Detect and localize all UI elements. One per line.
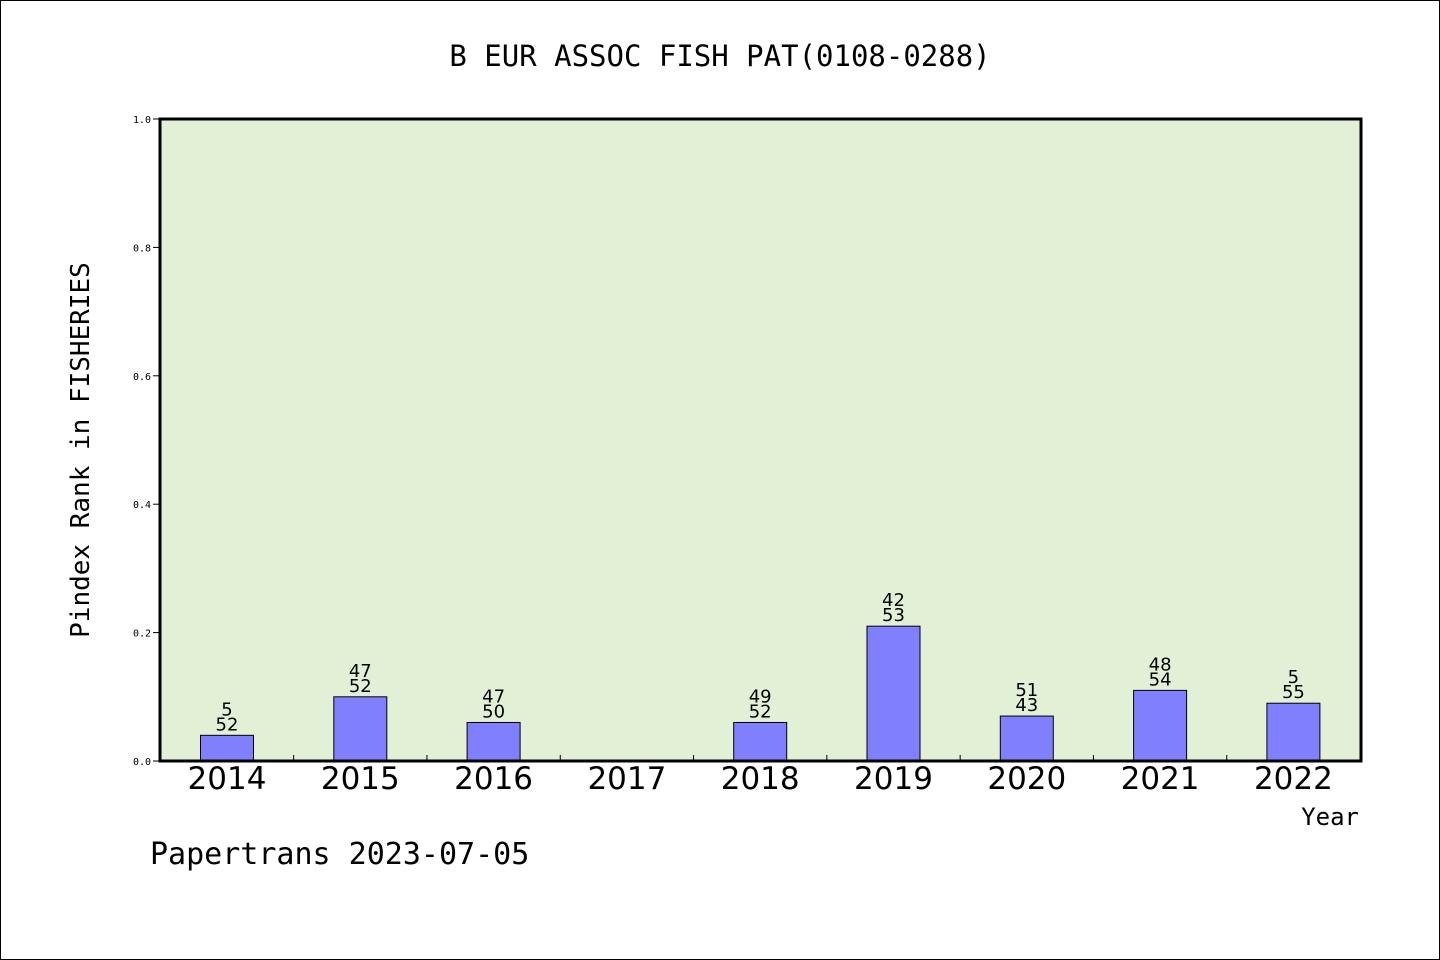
bar-2018	[733, 721, 788, 762]
y-tick-label: 0.0	[133, 757, 151, 768]
x-tick-label: 2019	[854, 761, 933, 797]
x-axis-label: Year	[1301, 803, 1359, 831]
bar-label-bottom: 53	[882, 605, 905, 626]
bar-label-top: 48	[1149, 654, 1172, 675]
footer-credit: Papertrans 2023-07-05	[150, 837, 529, 872]
bar-label-top: 47	[349, 661, 372, 682]
y-tick-label: 0.4	[133, 500, 151, 511]
bar-label-top: 47	[482, 686, 505, 707]
y-tick-label: 0.2	[133, 629, 151, 640]
x-tick-label: 2017	[587, 761, 666, 797]
bar-2016	[466, 721, 521, 762]
bar-label-bottom: 43	[1015, 695, 1038, 716]
bar-2014	[200, 734, 254, 762]
bar-label-bottom: 52	[349, 676, 372, 697]
x-tick-label: 2018	[721, 761, 800, 797]
x-tick-label: 2022	[1254, 761, 1333, 797]
bar-label-bottom: 55	[1282, 682, 1305, 703]
y-tick-label: 0.6	[133, 372, 151, 383]
bar-label-bottom: 52	[216, 714, 239, 735]
bar-2019	[866, 625, 921, 762]
y-axis: 0.0 0.2 0.4 0.6 0.8 1.0	[133, 115, 160, 768]
x-tick-label: 2015	[321, 761, 400, 797]
x-tick-label: 2016	[454, 761, 533, 797]
bar-2020	[999, 715, 1054, 762]
bar-2015	[333, 696, 388, 762]
y-axis-label: Pindex Rank in FISHERIES	[66, 262, 96, 638]
bar-label-top: 49	[749, 686, 772, 707]
bar-label-top: 5	[221, 699, 232, 720]
x-tick-label: 2021	[1121, 761, 1200, 797]
bar-2022	[1266, 702, 1321, 762]
bar-label-top: 42	[882, 590, 905, 611]
bar-label-bottom: 54	[1149, 669, 1172, 690]
x-tick-label: 2020	[987, 761, 1066, 797]
y-tick-label: 1.0	[133, 115, 151, 126]
bar-label-bottom: 52	[749, 701, 772, 722]
bar-2021	[1133, 689, 1188, 762]
plot-border	[158, 117, 1363, 763]
bar-label-top: 5	[1288, 667, 1299, 688]
bar-label-bottom: 50	[482, 701, 505, 722]
x-tick-label: 2014	[188, 761, 267, 797]
plot-area	[160, 119, 1361, 761]
x-axis: 2014 2015 2016 2017 2018 2019 2020 2021 2022	[188, 755, 1333, 797]
chart-title: B EUR ASSOC FISH PAT(0108-0288)	[449, 39, 990, 73]
bar-label-top: 51	[1015, 680, 1038, 701]
y-tick-label: 0.8	[133, 243, 151, 254]
